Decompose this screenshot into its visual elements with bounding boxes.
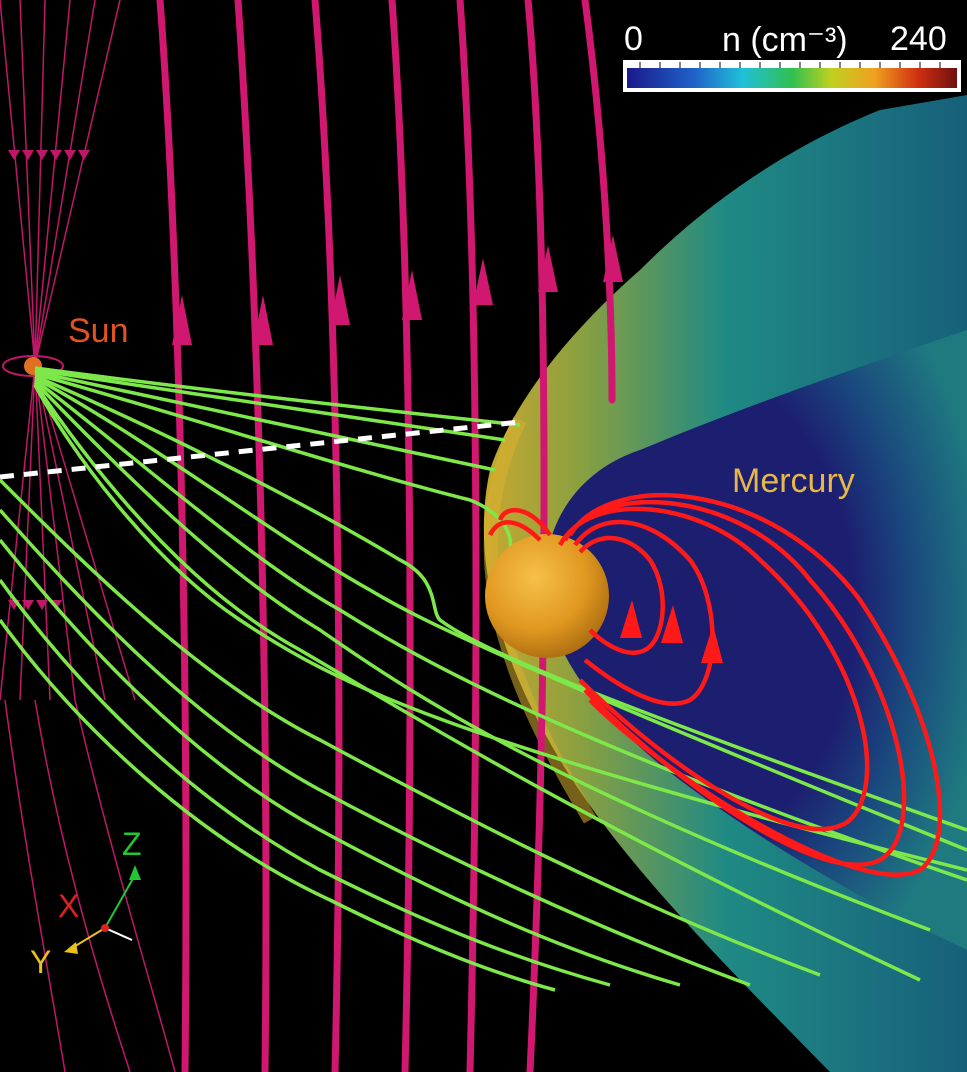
imf-arrow bbox=[330, 275, 350, 325]
axes-triad bbox=[64, 865, 141, 954]
y-axis-label: Y bbox=[30, 944, 52, 980]
imf-line bbox=[456, 0, 480, 1072]
magnetosphere-arrows bbox=[620, 600, 723, 663]
imf-arrow bbox=[603, 235, 623, 282]
imf-arrow bbox=[402, 270, 422, 320]
sun-label: Sun bbox=[68, 312, 129, 350]
sun-field-lines bbox=[0, 0, 176, 1072]
z-axis-label: Z bbox=[122, 826, 142, 862]
imf-line bbox=[234, 0, 270, 1072]
colorbar-max-label: 240 bbox=[890, 20, 947, 58]
imf-arrows bbox=[172, 235, 623, 345]
imf-arrow bbox=[473, 258, 493, 305]
imf-arrow bbox=[172, 295, 192, 345]
imf-arrow bbox=[538, 245, 558, 292]
colorbar-ticks bbox=[639, 62, 941, 68]
imf-line bbox=[156, 0, 190, 1072]
imf-line bbox=[581, 0, 616, 404]
sun-mercury-line bbox=[0, 419, 521, 480]
colorbar-min-label: 0 bbox=[624, 20, 643, 58]
x-axis-label: X bbox=[58, 888, 80, 924]
colorbar-title: n (cm⁻³) bbox=[722, 21, 848, 59]
imf-arrow bbox=[253, 295, 273, 345]
imf-line bbox=[388, 0, 414, 1072]
sun-orbit-ring bbox=[2, 355, 64, 377]
imf-line bbox=[524, 0, 548, 1072]
x-axis bbox=[104, 927, 133, 941]
imf-line bbox=[311, 0, 343, 1072]
imf-field-lines bbox=[156, 0, 616, 1072]
colorbar bbox=[627, 68, 957, 88]
y-axis bbox=[71, 927, 106, 949]
mercury-planet bbox=[485, 534, 609, 658]
z-axis bbox=[104, 874, 136, 929]
mercury-label: Mercury bbox=[732, 462, 855, 500]
origin-dot bbox=[101, 924, 109, 932]
